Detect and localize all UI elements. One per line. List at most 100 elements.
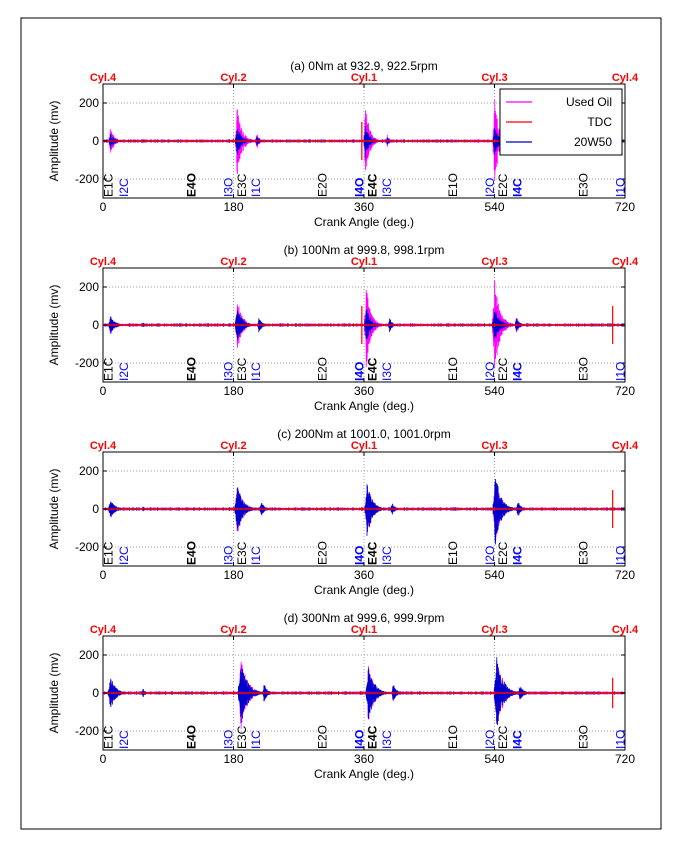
x-tick-label: 360 [354, 752, 374, 766]
valve-event-label: E4C [366, 541, 380, 565]
valve-event-label: E4O [184, 357, 198, 381]
panel-title: (a) 0Nm at 932.9, 922.5rpm [290, 59, 437, 73]
cylinder-label: Cyl.4 [612, 624, 639, 636]
cylinder-label: Cyl.4 [612, 72, 639, 84]
valve-event-label: I2C [117, 730, 131, 749]
valve-event-label: E1C [102, 357, 116, 381]
valve-event-label: I4C [511, 730, 525, 749]
valve-event-label: E4O [184, 725, 198, 749]
panel-title: (c) 200Nm at 1001.0, 1001.0rpm [277, 427, 450, 441]
valve-event-label: E2O [316, 173, 330, 197]
valve-event-label: I1O [614, 362, 628, 381]
valve-event-label: I3C [380, 546, 394, 565]
y-axis-label: Amplitude (mv) [47, 469, 61, 550]
valve-event-label: I2C [117, 546, 131, 565]
x-axis-label: Crank Angle (deg.) [314, 399, 414, 413]
valve-event-label: E2C [496, 173, 510, 197]
x-tick-label: 720 [615, 568, 635, 582]
legend-entry: Used Oil [566, 95, 612, 109]
valve-event-label: I2O [483, 546, 497, 565]
panel-title: (d) 300Nm at 999.6, 999.9rpm [284, 611, 445, 625]
x-tick-label: 720 [615, 752, 635, 766]
valve-event-label: E1C [102, 725, 116, 749]
valve-event-label: E1O [446, 173, 460, 197]
cylinder-label: Cyl.4 [612, 256, 639, 268]
cylinder-label: Cyl.4 [90, 72, 117, 84]
x-tick-label: 0 [100, 200, 107, 214]
panel-title: (b) 100Nm at 999.8, 998.1rpm [284, 243, 445, 257]
valve-event-label: I4O [353, 362, 367, 381]
cylinder-label: Cyl.3 [481, 624, 507, 636]
x-tick-label: 180 [223, 568, 243, 582]
x-tick-label: 720 [615, 200, 635, 214]
valve-event-label: I4O [353, 730, 367, 749]
valve-event-label: E3O [577, 725, 591, 749]
valve-event-label: I3C [380, 730, 394, 749]
y-tick-label: 200 [79, 648, 99, 662]
valve-event-label: E1O [446, 541, 460, 565]
valve-event-label: I3C [380, 362, 394, 381]
valve-event-label: I2O [483, 730, 497, 749]
valve-event-label: I1O [614, 178, 628, 197]
valve-event-label: I2C [117, 362, 131, 381]
cylinder-label: Cyl.4 [90, 256, 117, 268]
valve-event-label: E1O [446, 357, 460, 381]
cylinder-label: Cyl.4 [612, 440, 639, 452]
valve-event-label: E3C [235, 357, 249, 381]
valve-event-label: I3O [221, 730, 235, 749]
valve-event-label: I1O [614, 730, 628, 749]
valve-event-label: E1C [102, 541, 116, 565]
valve-event-label: I3C [380, 178, 394, 197]
valve-event-label: E2O [316, 357, 330, 381]
cylinder-label: Cyl.3 [481, 440, 507, 452]
valve-event-label: E4O [184, 541, 198, 565]
x-axis-label: Crank Angle (deg.) [314, 215, 414, 229]
x-tick-label: 180 [223, 200, 243, 214]
y-tick-label: -200 [75, 540, 99, 554]
valve-event-label: I3O [221, 178, 235, 197]
y-tick-label: 0 [92, 134, 99, 148]
valve-event-label: E1O [446, 725, 460, 749]
y-axis-label: Amplitude (mv) [47, 653, 61, 734]
valve-event-label: E3O [577, 173, 591, 197]
cylinder-label: Cyl.3 [481, 256, 507, 268]
cylinder-label: Cyl.2 [220, 440, 246, 452]
cylinder-label: Cyl.4 [90, 624, 117, 636]
valve-event-label: E4C [366, 173, 380, 197]
valve-event-label: E3O [577, 357, 591, 381]
valve-event-label: E4C [366, 357, 380, 381]
cylinder-label: Cyl.1 [351, 72, 377, 84]
x-tick-label: 540 [484, 384, 504, 398]
cylinder-label: Cyl.1 [351, 624, 377, 636]
y-tick-label: 0 [92, 686, 99, 700]
valve-event-label: E2C [496, 725, 510, 749]
valve-event-label: E2O [316, 725, 330, 749]
x-tick-label: 180 [223, 384, 243, 398]
valve-event-label: I2O [483, 362, 497, 381]
cylinder-label: Cyl.2 [220, 72, 246, 84]
valve-event-label: I4O [353, 178, 367, 197]
cylinder-label: Cyl.2 [220, 624, 246, 636]
y-tick-label: -200 [75, 724, 99, 738]
valve-event-label: I4O [353, 546, 367, 565]
valve-event-label: E4C [366, 725, 380, 749]
valve-event-label: I1C [249, 546, 263, 565]
valve-event-label: I4C [511, 546, 525, 565]
valve-event-label: E2C [496, 541, 510, 565]
y-tick-label: 200 [79, 96, 99, 110]
cylinder-label: Cyl.1 [351, 256, 377, 268]
valve-event-label: E3C [235, 725, 249, 749]
x-tick-label: 360 [354, 568, 374, 582]
x-tick-label: 720 [615, 384, 635, 398]
valve-event-label: E2O [316, 541, 330, 565]
x-tick-label: 360 [354, 384, 374, 398]
valve-event-label: I1C [249, 178, 263, 197]
x-tick-label: 180 [223, 752, 243, 766]
y-axis-label: Amplitude (mv) [47, 101, 61, 182]
cylinder-label: Cyl.2 [220, 256, 246, 268]
valve-event-label: I4C [511, 362, 525, 381]
x-tick-label: 0 [100, 568, 107, 582]
valve-event-label: E2C [496, 357, 510, 381]
valve-event-label: E4O [184, 173, 198, 197]
